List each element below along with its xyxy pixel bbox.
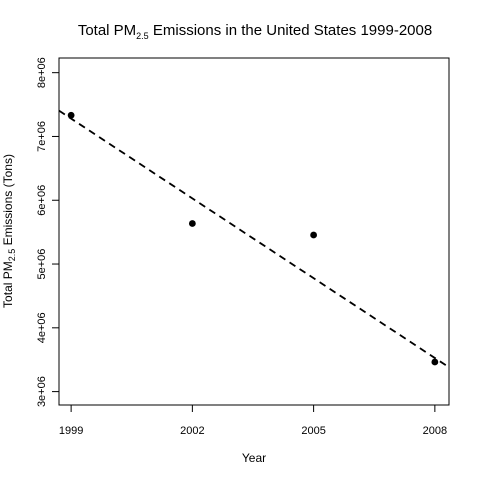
chart-title-subscript: 2.5 [136,31,149,41]
chart-title-suffix: Emissions in the United States 1999-2008 [149,22,433,39]
data-point [188,220,196,227]
y-axis-label: Total PM2.5 Emissions (Tons) [1,154,17,308]
y-axis-label-prefix: Total PM [1,261,15,308]
y-axis-label-subscript: 2.5 [7,249,17,262]
y-axis-label-suffix: Emissions (Tons) [1,154,15,249]
data-point [431,358,439,366]
y-tick-label: 7e+06 [36,121,48,152]
x-tick-label: 2008 [423,425,447,437]
y-tick-label: 4e+06 [36,312,48,343]
x-axis: 1999 2002 2005 2008 [59,405,447,437]
data-point [67,111,75,119]
data-points-layer [67,111,439,366]
y-tick-label: 3e+06 [36,376,48,407]
chart-title-prefix: Total PM [78,22,136,39]
y-tick-label: 8e+06 [36,57,48,88]
trend-line [58,109,450,369]
y-axis: 3e+06 4e+06 5e+06 6e+06 7e+06 8e+06 [36,57,59,407]
chart-title: Total PM2.5 Emissions in the United Stat… [78,22,432,41]
x-axis-label: Year [242,451,266,465]
y-tick-label: 5e+06 [36,249,48,280]
x-tick-label: 1999 [59,425,83,437]
x-tick-label: 2002 [180,425,204,437]
plot-frame [58,57,450,406]
data-point [310,231,318,239]
y-tick-label: 6e+06 [36,185,48,216]
trend-line-layer [58,109,450,369]
x-tick-label: 2005 [301,425,325,437]
